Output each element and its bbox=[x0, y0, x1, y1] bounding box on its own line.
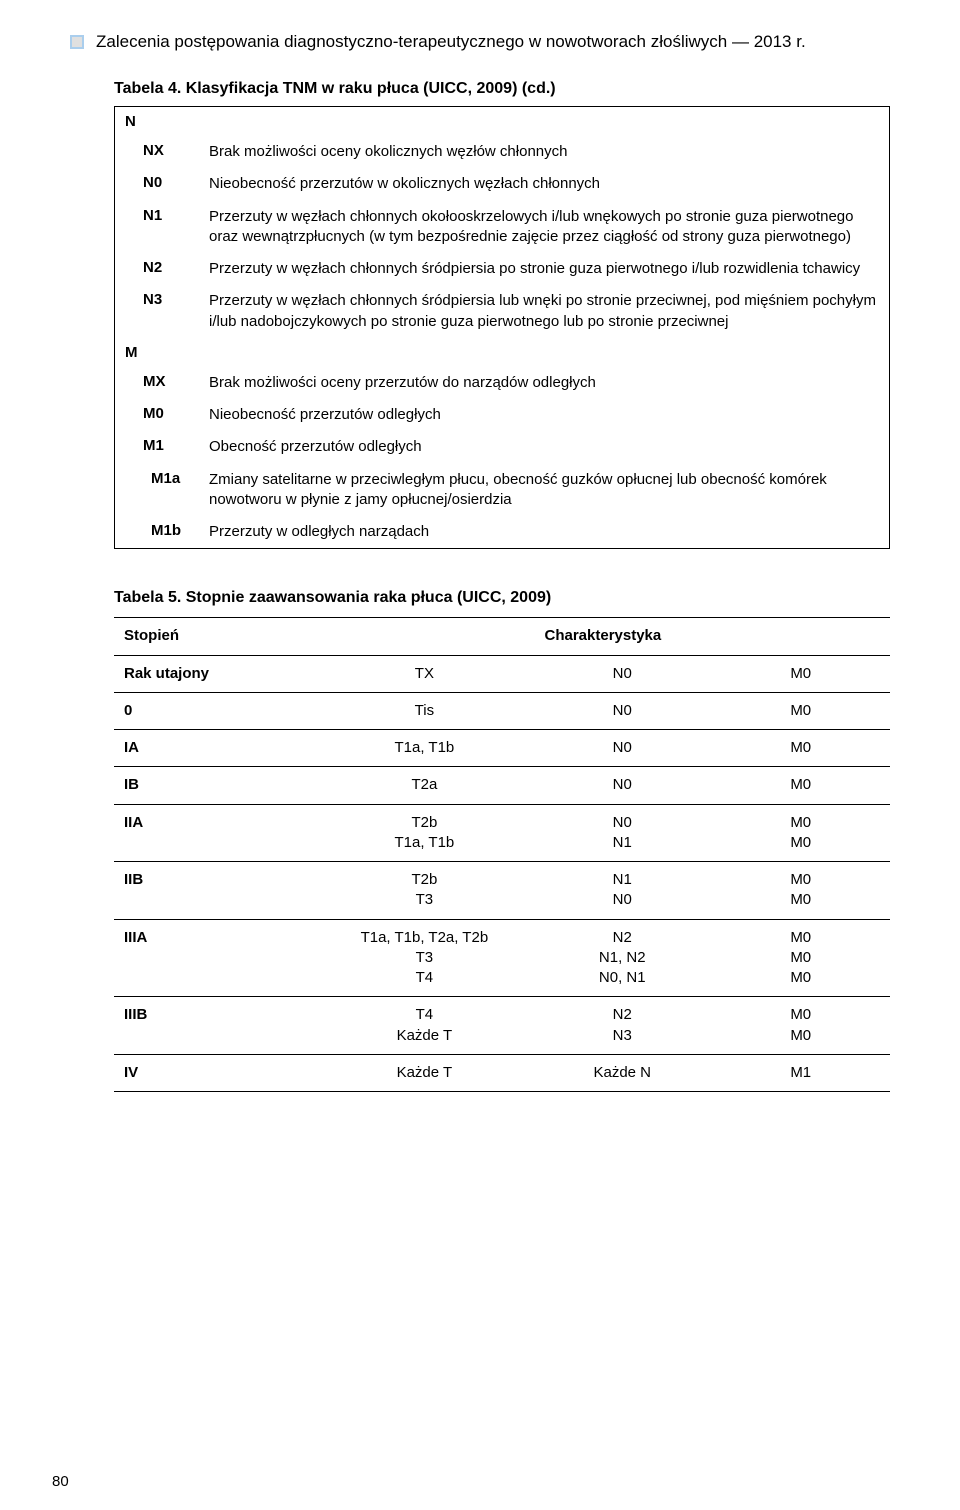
table-row: IIBT2bT3N1N0M0M0 bbox=[114, 862, 890, 920]
table5-c1: T2bT3 bbox=[316, 862, 533, 920]
table4-code: N2 bbox=[115, 253, 205, 285]
table5-c3: M0 bbox=[711, 655, 890, 692]
table-row: M1bPrzerzuty w odległych narządach bbox=[115, 516, 889, 548]
table-row: Rak utajonyTXN0M0 bbox=[114, 655, 890, 692]
table5-c1: TX bbox=[316, 655, 533, 692]
table4-desc: Przerzuty w węzłach chłonnych okołooskrz… bbox=[205, 201, 889, 254]
table4-desc: Nieobecność przerzutów w okolicznych węz… bbox=[205, 168, 889, 200]
table4-desc: Brak możliwości oceny okolicznych węzłów… bbox=[205, 136, 889, 168]
table5-header-stage: Stopień bbox=[114, 618, 316, 655]
table5-c1: T2bT1a, T1b bbox=[316, 804, 533, 862]
table5-stage: IIIA bbox=[114, 919, 316, 997]
table5-stage: 0 bbox=[114, 692, 316, 729]
table-row: IBT2aN0M0 bbox=[114, 767, 890, 804]
table5-c3: M0 bbox=[711, 767, 890, 804]
table5-c1: T1a, T1b, T2a, T2bT3T4 bbox=[316, 919, 533, 997]
table-row: M1aZmiany satelitarne w przeciwległym pł… bbox=[115, 464, 889, 517]
table-row: NXBrak możliwości oceny okolicznych węzł… bbox=[115, 136, 889, 168]
table4: N NXBrak możliwości oceny okolicznych wę… bbox=[114, 106, 890, 549]
table5-c2: N0 bbox=[533, 767, 711, 804]
table5-stage: IV bbox=[114, 1054, 316, 1091]
table5-c2: N0 bbox=[533, 655, 711, 692]
table-row: IVKażde TKażde NM1 bbox=[114, 1054, 890, 1091]
table4-section-m: M bbox=[115, 338, 889, 367]
table-row: IIIBT4Każde TN2N3M0M0 bbox=[114, 997, 890, 1055]
table5-c2: N2N3 bbox=[533, 997, 711, 1055]
table5-c2: N0 bbox=[533, 730, 711, 767]
table-row: MXBrak możliwości oceny przerzutów do na… bbox=[115, 367, 889, 399]
table4-desc: Nieobecność przerzutów odległych bbox=[205, 399, 889, 431]
table5-c3: M0M0 bbox=[711, 862, 890, 920]
table4-desc: Przerzuty w węzłach chłonnych śródpiersi… bbox=[205, 253, 889, 285]
table5-header-char: Charakterystyka bbox=[316, 618, 890, 655]
table4-code: M1a bbox=[115, 464, 205, 517]
table4-code: N0 bbox=[115, 168, 205, 200]
page-title: Zalecenia postępowania diagnostyczno-ter… bbox=[96, 32, 806, 52]
table5-stage: IIB bbox=[114, 862, 316, 920]
table4-desc: Obecność przerzutów odległych bbox=[205, 431, 889, 463]
table4-desc: Brak możliwości oceny przerzutów do narz… bbox=[205, 367, 889, 399]
table-row: N3Przerzuty w węzłach chłonnych śródpier… bbox=[115, 285, 889, 338]
table5-c3: M0M0 bbox=[711, 997, 890, 1055]
table-row: IIIAT1a, T1b, T2a, T2bT3T4N2N1, N2N0, N1… bbox=[114, 919, 890, 997]
table4-code: M0 bbox=[115, 399, 205, 431]
table5-c2: N2N1, N2N0, N1 bbox=[533, 919, 711, 997]
table-row: N2Przerzuty w węzłach chłonnych śródpier… bbox=[115, 253, 889, 285]
table5-c2: N1N0 bbox=[533, 862, 711, 920]
table4-section-n: N bbox=[115, 107, 889, 136]
table4-code: MX bbox=[115, 367, 205, 399]
table5-c3: M1 bbox=[711, 1054, 890, 1091]
table5-c2: Każde N bbox=[533, 1054, 711, 1091]
table5-c3: M0M0M0 bbox=[711, 919, 890, 997]
table-row: IIAT2bT1a, T1bN0N1M0M0 bbox=[114, 804, 890, 862]
table4-code: N3 bbox=[115, 285, 205, 338]
header-marker-icon bbox=[70, 35, 84, 49]
table5-c2: N0N1 bbox=[533, 804, 711, 862]
table5-c1: Każde T bbox=[316, 1054, 533, 1091]
table4-title: Tabela 4. Klasyfikacja TNM w raku płuca … bbox=[114, 80, 890, 98]
table5: Stopień Charakterystyka Rak utajonyTXN0M… bbox=[114, 617, 890, 1092]
table4-desc: Zmiany satelitarne w przeciwległym płucu… bbox=[205, 464, 889, 517]
page-header: Zalecenia postępowania diagnostyczno-ter… bbox=[70, 32, 890, 52]
table-row: 0TisN0M0 bbox=[114, 692, 890, 729]
table5-title: Tabela 5. Stopnie zaawansowania raka płu… bbox=[114, 589, 890, 607]
table-row: N1Przerzuty w węzłach chłonnych okołoosk… bbox=[115, 201, 889, 254]
table5-c1: T2a bbox=[316, 767, 533, 804]
table4-code: M1 bbox=[115, 431, 205, 463]
table4-code: N1 bbox=[115, 201, 205, 254]
table5-c1: Tis bbox=[316, 692, 533, 729]
page-number: 80 bbox=[52, 1473, 69, 1490]
table-row: IAT1a, T1bN0M0 bbox=[114, 730, 890, 767]
table5-c3: M0 bbox=[711, 692, 890, 729]
table-row: M0Nieobecność przerzutów odległych bbox=[115, 399, 889, 431]
table5-stage: IIIB bbox=[114, 997, 316, 1055]
table5-stage: IA bbox=[114, 730, 316, 767]
table4-code: M1b bbox=[115, 516, 205, 548]
table5-stage: IIA bbox=[114, 804, 316, 862]
table-row: M1Obecność przerzutów odległych bbox=[115, 431, 889, 463]
table5-c1: T1a, T1b bbox=[316, 730, 533, 767]
table4-desc: Przerzuty w odległych narządach bbox=[205, 516, 889, 548]
table5-c3: M0M0 bbox=[711, 804, 890, 862]
table5-c1: T4Każde T bbox=[316, 997, 533, 1055]
table4-code: NX bbox=[115, 136, 205, 168]
table-row: N0Nieobecność przerzutów w okolicznych w… bbox=[115, 168, 889, 200]
table4-desc: Przerzuty w węzłach chłonnych śródpiersi… bbox=[205, 285, 889, 338]
table5-c2: N0 bbox=[533, 692, 711, 729]
table5-stage: IB bbox=[114, 767, 316, 804]
table5-c3: M0 bbox=[711, 730, 890, 767]
table5-stage: Rak utajony bbox=[114, 655, 316, 692]
